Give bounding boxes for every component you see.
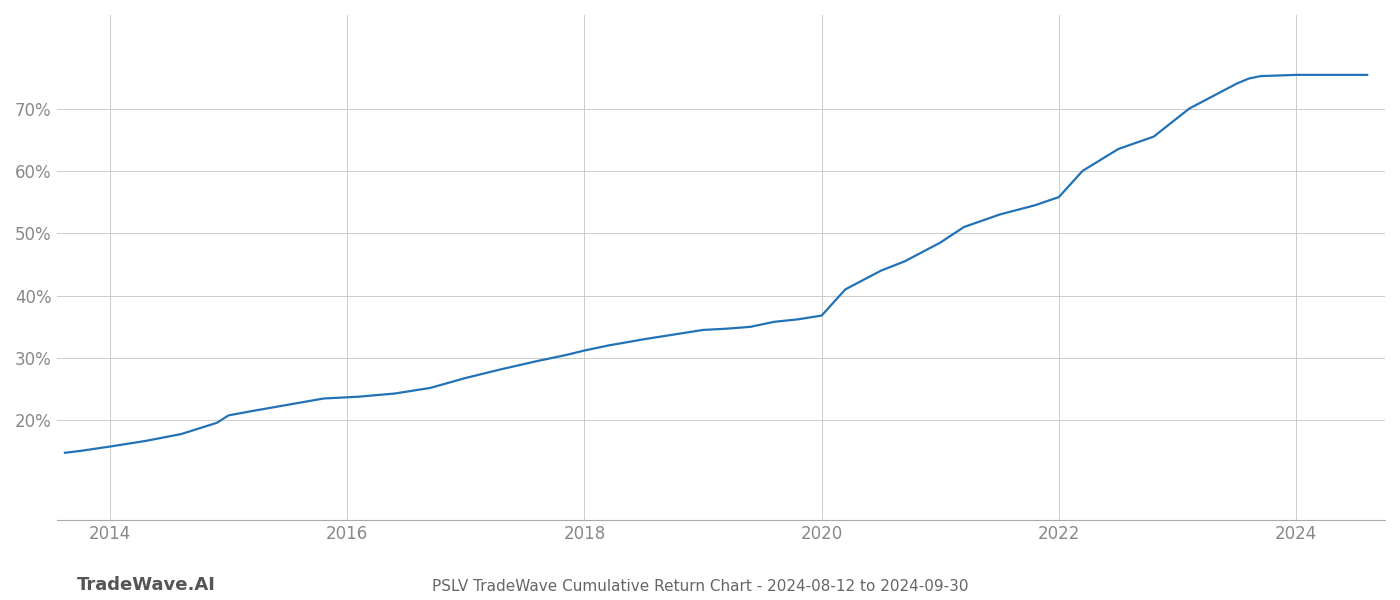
Text: PSLV TradeWave Cumulative Return Chart - 2024-08-12 to 2024-09-30: PSLV TradeWave Cumulative Return Chart -… — [431, 579, 969, 594]
Text: TradeWave.AI: TradeWave.AI — [77, 576, 216, 594]
